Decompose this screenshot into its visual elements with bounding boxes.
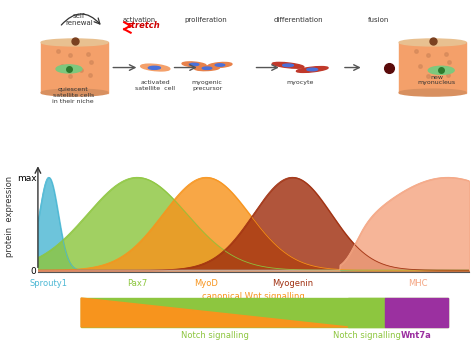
Ellipse shape	[399, 39, 466, 46]
Text: proliferation: proliferation	[184, 17, 227, 23]
Bar	[348, 298, 385, 327]
Ellipse shape	[202, 67, 212, 69]
Ellipse shape	[215, 64, 225, 66]
Ellipse shape	[41, 39, 108, 46]
Text: activation: activation	[123, 17, 156, 23]
Ellipse shape	[141, 64, 170, 71]
Text: fusion: fusion	[368, 17, 389, 23]
Text: activated
satellite  cell: activated satellite cell	[135, 80, 175, 91]
Text: Myogenin: Myogenin	[272, 279, 313, 288]
Text: myocyte: myocyte	[286, 80, 314, 85]
Ellipse shape	[41, 89, 108, 96]
Y-axis label: protein  expression: protein expression	[5, 176, 14, 257]
Ellipse shape	[296, 67, 328, 73]
Ellipse shape	[399, 89, 466, 96]
Ellipse shape	[189, 63, 199, 66]
Bar	[399, 42, 466, 93]
Text: Wnt7a: Wnt7a	[401, 331, 432, 340]
Text: differentiation: differentiation	[274, 17, 324, 23]
Text: Notch signalling: Notch signalling	[333, 331, 401, 340]
Text: Sprouty1: Sprouty1	[30, 279, 68, 288]
Text: self
renewal: self renewal	[65, 13, 93, 26]
Bar	[41, 42, 108, 93]
Ellipse shape	[56, 65, 82, 73]
Ellipse shape	[272, 62, 304, 68]
Text: new
myonucleus: new myonucleus	[418, 75, 456, 85]
Ellipse shape	[283, 64, 293, 67]
Text: quiescent
satellite cells
in their niche: quiescent satellite cells in their niche	[53, 87, 94, 104]
Bar	[385, 298, 447, 327]
Ellipse shape	[148, 66, 160, 69]
Ellipse shape	[182, 62, 206, 67]
Text: Pax7: Pax7	[127, 279, 147, 288]
Text: MyoD: MyoD	[194, 279, 218, 288]
Text: MHC: MHC	[408, 279, 427, 288]
Text: canonical Wnt signalling: canonical Wnt signalling	[202, 292, 305, 301]
Ellipse shape	[195, 66, 219, 70]
Ellipse shape	[307, 68, 318, 71]
Ellipse shape	[428, 66, 454, 74]
Bar	[81, 298, 447, 327]
Ellipse shape	[208, 63, 232, 68]
Text: stretch: stretch	[127, 21, 161, 30]
Text: myogenic
precursor: myogenic precursor	[191, 80, 222, 91]
Polygon shape	[81, 298, 348, 327]
Text: Notch signalling: Notch signalling	[181, 331, 249, 340]
